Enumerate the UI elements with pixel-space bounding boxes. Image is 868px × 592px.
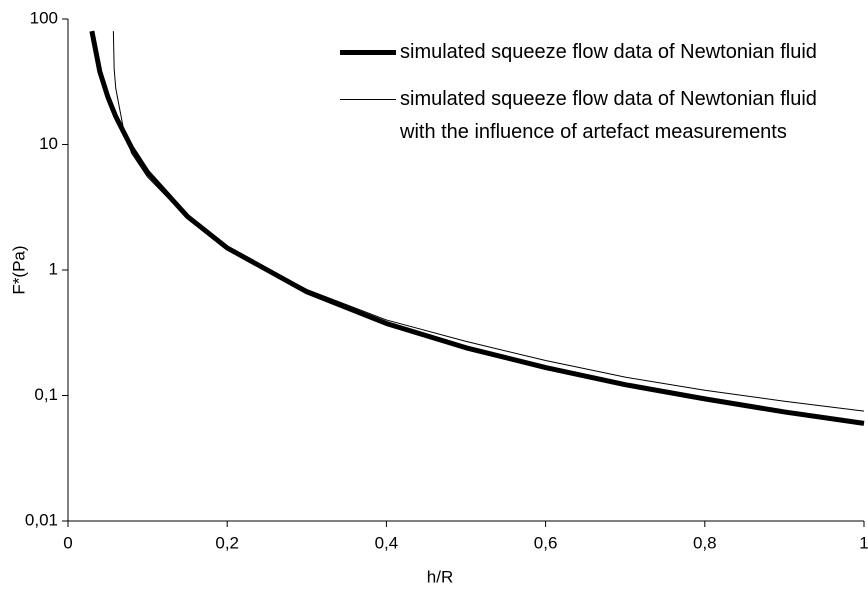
x-tick-label: 0,2 — [215, 533, 239, 552]
y-tick-label: 0,1 — [34, 385, 58, 404]
legend-label: simulated squeeze flow data of Newtonian… — [400, 41, 817, 63]
legend-label: simulated squeeze flow data of Newtonian… — [400, 88, 817, 143]
y-tick-label: 1 — [49, 259, 58, 278]
legend-line — [340, 49, 396, 55]
series-line — [89, 30, 865, 426]
x-tick-label: 0 — [63, 533, 72, 552]
x-axis-label: h/R — [427, 567, 453, 586]
legend-swatch — [340, 36, 400, 69]
legend-entry: simulated squeeze flow data of Newtonian… — [340, 36, 822, 69]
x-tick-label: 0,8 — [693, 533, 717, 552]
legend-swatch — [340, 83, 400, 116]
x-tick-label: 1 — [859, 533, 868, 552]
legend: simulated squeeze flow data of Newtonian… — [340, 36, 822, 163]
y-tick-label: 0,01 — [25, 510, 58, 529]
x-tick-label: 0,4 — [375, 533, 399, 552]
series-line — [112, 31, 865, 412]
y-tick-label: 100 — [30, 8, 58, 27]
legend-line — [340, 98, 396, 100]
y-tick-label: 10 — [39, 134, 58, 153]
y-axis-label: F*(Pa) — [9, 245, 28, 294]
x-tick-label: 0,6 — [534, 533, 558, 552]
legend-entry: simulated squeeze flow data of Newtonian… — [340, 83, 822, 149]
